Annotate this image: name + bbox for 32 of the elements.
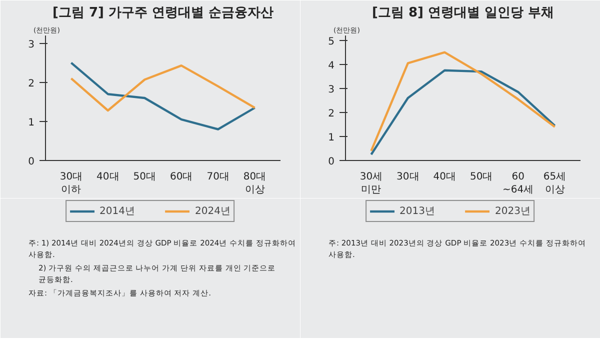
x-tick-label: 70대 — [206, 172, 230, 182]
x-tick-label: 30대 — [396, 172, 420, 182]
line-series — [70, 64, 256, 112]
legend-label: 2024년 — [195, 205, 230, 218]
x-tick-label: 65세 이상 — [543, 172, 566, 196]
x-tick-label: 30대 이하 — [60, 172, 83, 196]
x-tick-label: 60 ~64세 — [502, 172, 534, 196]
y-tick-label: 1 — [328, 132, 335, 144]
y-tick-label: 3 — [328, 84, 335, 96]
x-tick-label: 40대 — [96, 172, 120, 182]
chart-title: [그림 7] 가구주 연령대별 순금융자산 — [52, 6, 274, 20]
y-tick-label: 5 — [328, 36, 335, 48]
x-tick-label: 80대 이상 — [243, 172, 266, 196]
legend-label: 2014년 — [100, 205, 135, 218]
y-tick-label: 0 — [328, 156, 335, 168]
chart-title: [그림 8] 연령대별 일인당 부채 — [372, 6, 554, 20]
line-series — [370, 51, 556, 152]
x-tick-label: 50대 — [470, 172, 493, 182]
y-tick-label: 3 — [28, 39, 35, 50]
y-tick-label: 0 — [28, 156, 35, 168]
y-tick-label: 2 — [28, 78, 35, 90]
line-series — [370, 69, 556, 156]
line-series — [70, 62, 256, 130]
y-tick-label: 4 — [328, 60, 335, 72]
x-tick-label: 40대 — [433, 172, 456, 182]
legend-label: 2023년 — [495, 205, 530, 218]
y-tick-label: 2 — [328, 108, 335, 120]
y-tick-label: 1 — [28, 117, 35, 128]
x-tick-label: 30세 미만 — [360, 172, 383, 196]
x-tick-label: 60대 — [170, 172, 193, 182]
legend-label: 2013년 — [400, 205, 435, 218]
x-tick-label: 50대 — [133, 172, 156, 182]
